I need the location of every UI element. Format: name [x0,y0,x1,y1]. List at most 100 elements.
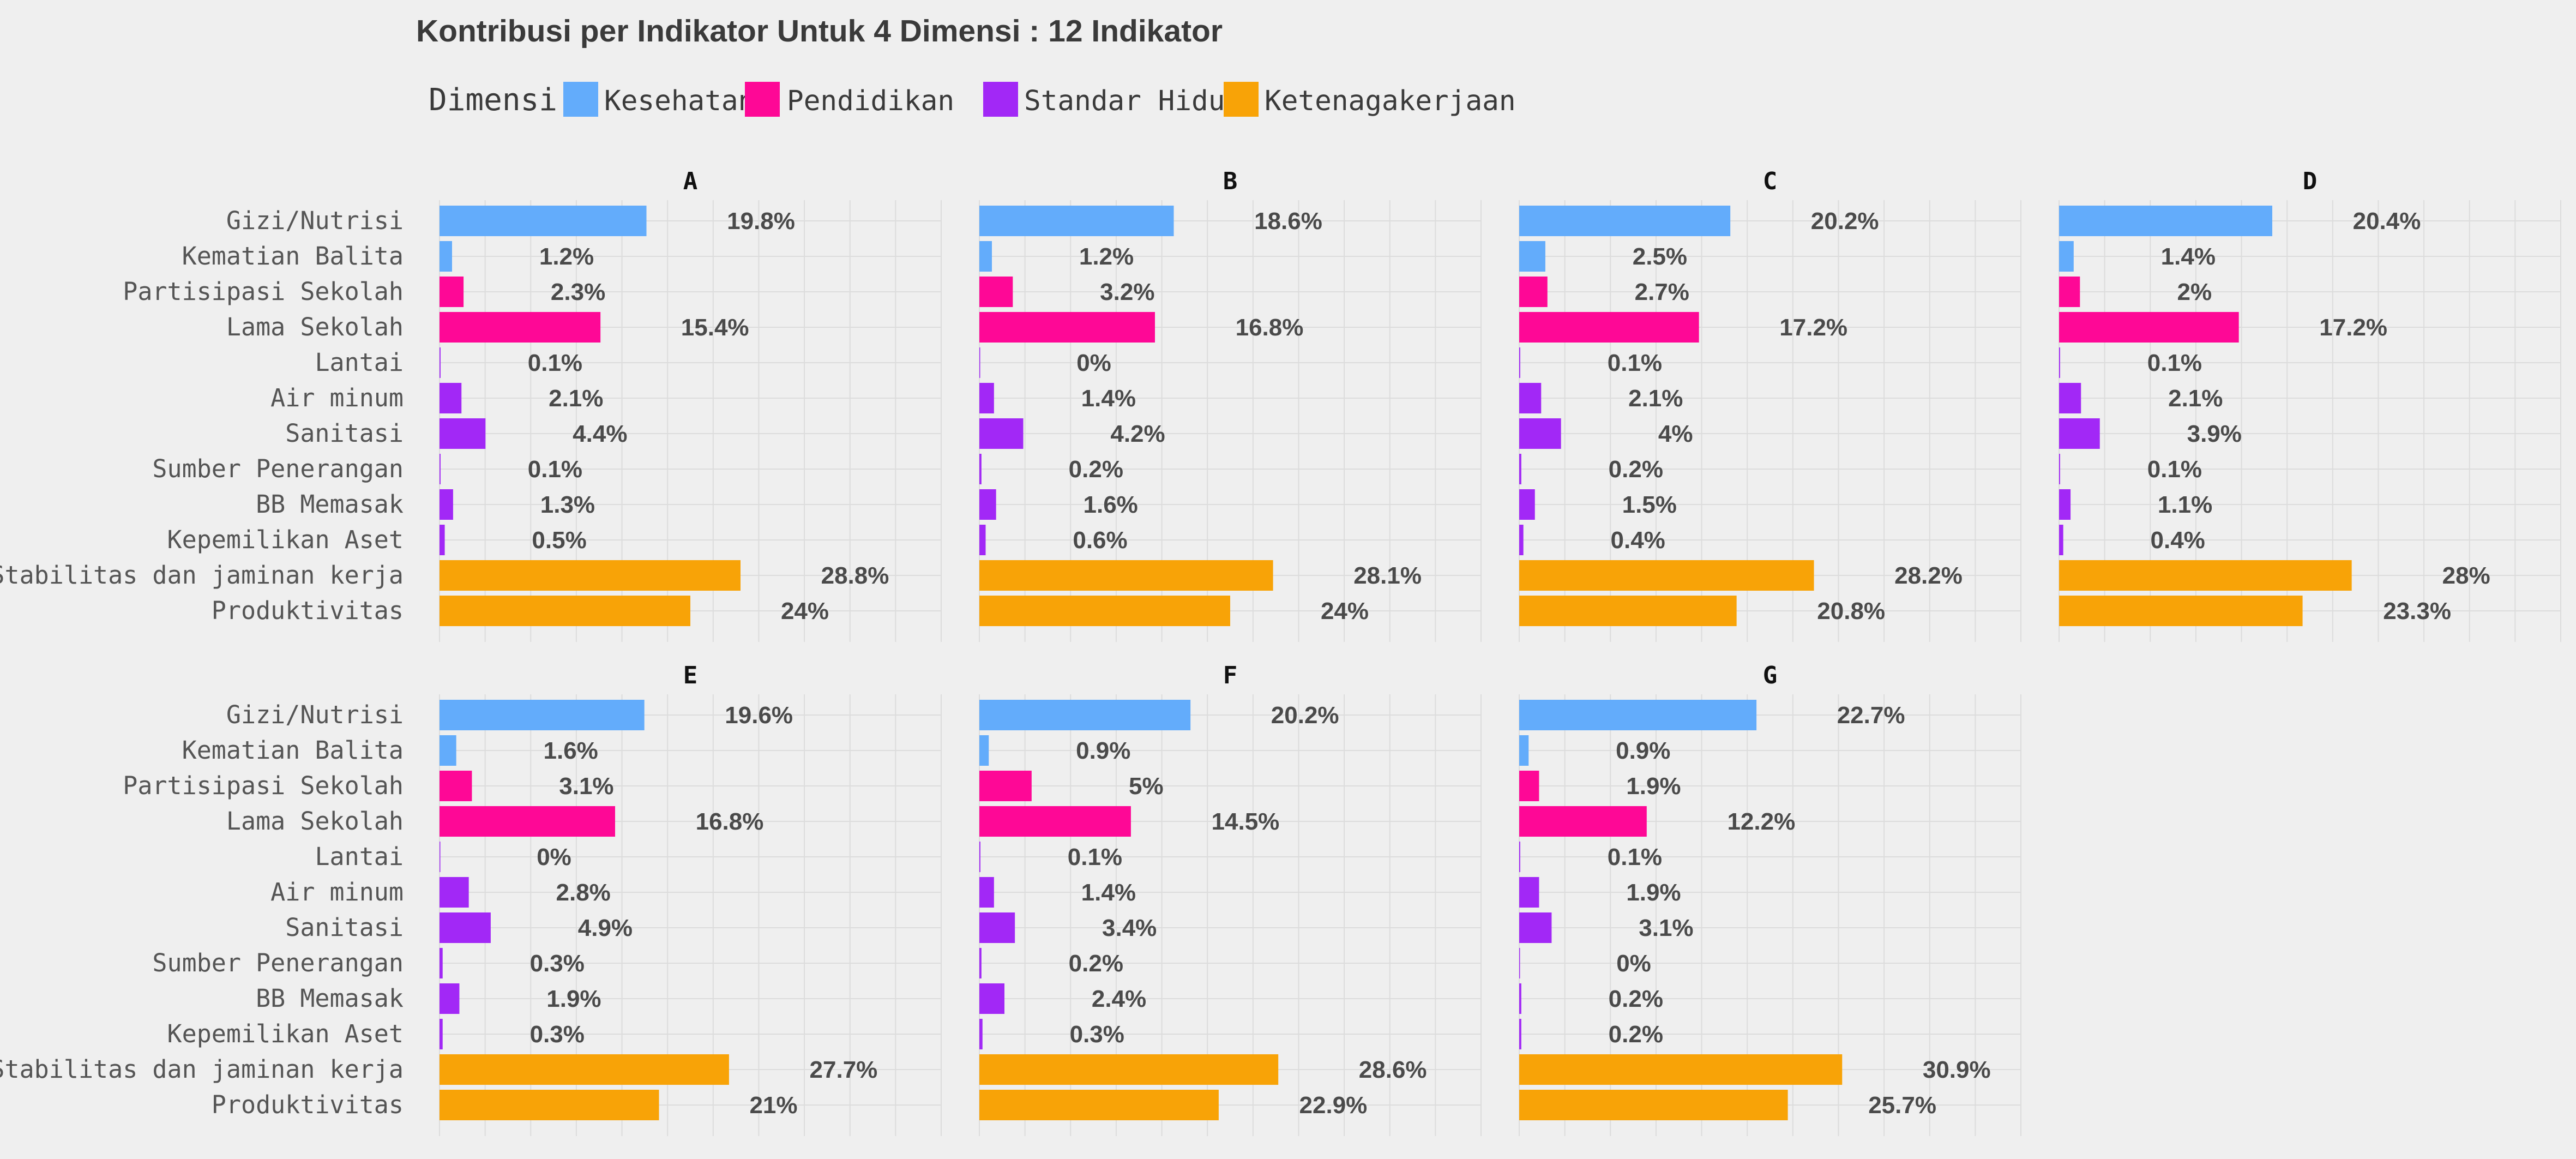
value-label: 27.7% [810,1056,878,1083]
category-label: Sumber Penerangan [152,454,404,483]
bar-kematian-balita [2059,241,2074,272]
value-label: 1.4% [1081,879,1136,906]
bar-partisipasi-sekolah [979,277,1013,307]
legend-label-kesehatan: Kesehatan [604,85,755,117]
bar-partisipasi-sekolah [979,771,1032,801]
bar-sumber-penerangan [979,948,982,978]
value-label: 0.9% [1616,737,1670,764]
value-label: 2.4% [1092,986,1146,1012]
bar-kematian-balita [979,241,992,272]
value-label: 0.1% [528,456,582,483]
value-label: 4% [1658,421,1693,447]
value-label: 0% [1616,950,1651,977]
value-label: 0.2% [1609,1021,1663,1048]
value-label: 0.3% [530,1021,585,1048]
value-label: 2.7% [1635,279,1689,305]
legend-label-ketenagakerjaan: Ketenagakerjaan [1265,85,1516,117]
value-label: 0.1% [1608,844,1662,870]
bar-stabilitas-dan-jaminan-kerja [1519,1054,1843,1085]
bar-air-minum [1519,877,1539,908]
bar-air-minum [440,383,462,413]
value-label: 28.8% [821,562,889,589]
value-label: 0% [537,844,571,870]
bar-stabilitas-dan-jaminan-kerja [979,560,1273,591]
bar-lama-sekolah [2059,312,2239,343]
value-label: 0.1% [1068,844,1122,870]
bar-lama-sekolah [1519,806,1647,837]
panel-title: D [2303,167,2318,195]
value-label: 0.3% [530,950,585,977]
bar-produktivitas [979,596,1230,626]
legend-label-standar-hidup: Standar Hidup [1024,85,1242,117]
bar-gizi-nutrisi [440,700,645,730]
value-label: 25.7% [1868,1092,1936,1119]
panels: A Gizi/Nutrisi Kematian Balita Partisipasi … [0,167,2561,1136]
value-label: 0% [1076,350,1111,376]
category-label: Produktivitas [212,1090,404,1119]
bar-lantai [1519,842,1520,872]
category-label: BB Memasak [256,984,404,1013]
bar-kematian-balita [440,735,456,766]
bar-bb-memasak [1519,489,1535,520]
panel-f: F 20.2% 0.9% 5% 14.5% 0.1% 1.4% 3.4% 0.2% 2.4% 0.3… [979,662,1482,1136]
value-label: 2.8% [556,879,611,906]
value-label: 20.2% [1271,702,1339,729]
bar-air-minum [979,383,994,413]
value-label: 2.5% [1633,243,1687,270]
bar-air-minum [1519,383,1542,413]
value-label: 28.2% [1894,562,1963,589]
value-label: 0.2% [1069,950,1123,977]
value-label: 14.5% [1212,808,1280,835]
panel-d: D 20.4% 1.4% 2% 17.2% 0.1% 2.1% 3.9% 0.1% 1.1% 0.4… [2059,167,2561,642]
bar-stabilitas-dan-jaminan-kerja [440,1054,729,1085]
bar-sumber-penerangan [1519,948,1520,978]
value-label: 1.2% [1079,243,1134,270]
legend-label-pendidikan: Pendidikan [787,85,954,117]
bar-bb-memasak [979,983,1004,1014]
bar-sumber-penerangan [2059,454,2060,484]
bar-kepemilikan-aset [1519,525,1524,555]
value-label: 5% [1129,773,1164,800]
bar-lantai [1519,347,1520,378]
bar-produktivitas [440,596,690,626]
bar-sanitasi [2059,418,2100,449]
category-label: Air minum [270,878,404,906]
value-label: 28.1% [1353,562,1422,589]
bar-air-minum [979,877,994,908]
value-label: 18.6% [1254,208,1322,235]
bar-lantai [440,347,441,378]
bar-kepemilikan-aset [979,525,986,555]
value-label: 19.8% [727,208,795,235]
category-label: Lantai [315,842,404,871]
legend-swatch-pendidikan [745,82,780,117]
value-label: 20.4% [2353,208,2421,235]
value-label: 1.9% [546,986,601,1012]
value-label: 16.8% [696,808,764,835]
value-label: 2.1% [2168,385,2223,412]
panel-c: C 20.2% 2.5% 2.7% 17.2% 0.1% 2.1% 4% 0.2% 1.5% 0.4… [1519,167,2021,642]
panel-a: A Gizi/Nutrisi Kematian Balita Partisipasi … [0,167,942,642]
value-label: 0.4% [2151,527,2205,554]
value-label: 1.4% [1081,385,1136,412]
bar-kepemilikan-aset [1519,1019,1521,1049]
value-label: 1.5% [1622,491,1677,518]
bar-kematian-balita [440,241,452,272]
bar-kepemilikan-aset [2059,525,2063,555]
value-label: 4.4% [573,421,627,447]
value-label: 0.1% [1608,350,1662,376]
value-label: 1.6% [544,737,598,764]
bar-sanitasi [440,912,491,943]
bar-kepemilikan-aset [440,525,445,555]
bar-stabilitas-dan-jaminan-kerja [440,560,741,591]
value-label: 22.7% [1837,702,1905,729]
value-label: 0.3% [1070,1021,1124,1048]
bar-sumber-penerangan [440,948,443,978]
value-label: 0.2% [1609,456,1663,483]
panel-title: C [1763,167,1778,195]
bar-lama-sekolah [440,806,615,837]
value-label: 3.1% [1639,915,1693,941]
bar-stabilitas-dan-jaminan-kerja [2059,560,2352,591]
bar-bb-memasak [440,983,460,1014]
bar-bb-memasak [979,489,996,520]
bar-produktivitas [1519,596,1737,626]
